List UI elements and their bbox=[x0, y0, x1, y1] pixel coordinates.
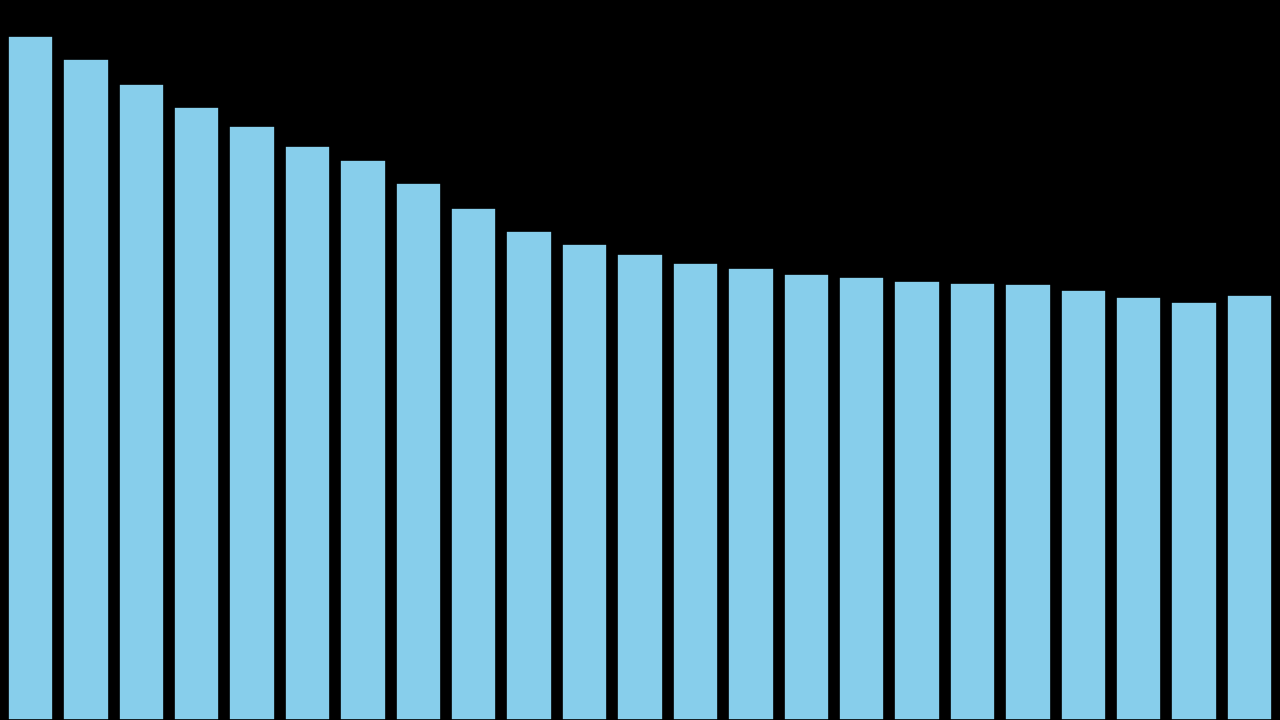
Bar bbox=[783, 274, 829, 720]
Bar bbox=[396, 183, 442, 720]
Bar bbox=[451, 208, 497, 720]
Bar bbox=[950, 283, 995, 720]
Bar bbox=[838, 277, 884, 720]
Bar bbox=[174, 107, 219, 720]
Bar bbox=[340, 160, 385, 720]
Bar bbox=[895, 281, 940, 720]
Bar bbox=[8, 35, 54, 720]
Bar bbox=[1061, 289, 1106, 720]
Bar bbox=[673, 263, 718, 720]
Bar bbox=[229, 126, 275, 720]
Bar bbox=[285, 145, 330, 720]
Bar bbox=[1116, 297, 1161, 720]
Bar bbox=[562, 243, 607, 720]
Bar bbox=[119, 84, 164, 720]
Bar bbox=[728, 269, 773, 720]
Bar bbox=[507, 231, 552, 720]
Bar bbox=[1226, 295, 1272, 720]
Bar bbox=[1005, 284, 1051, 720]
Bar bbox=[63, 58, 109, 720]
Bar bbox=[1171, 302, 1217, 720]
Bar bbox=[617, 254, 663, 720]
